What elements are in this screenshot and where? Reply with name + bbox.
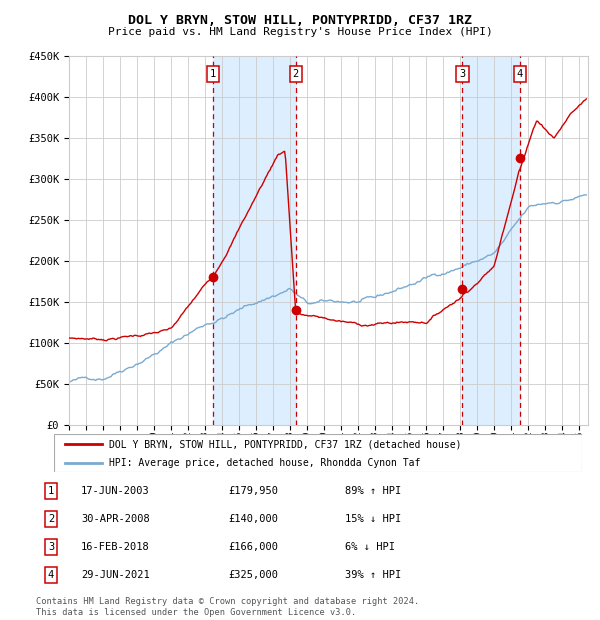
Text: 4: 4 — [517, 69, 523, 79]
Text: 3: 3 — [459, 69, 466, 79]
Text: 17-JUN-2003: 17-JUN-2003 — [81, 486, 150, 496]
Bar — [213, 56, 296, 425]
Text: 15% ↓ HPI: 15% ↓ HPI — [345, 514, 401, 524]
Text: Price paid vs. HM Land Registry's House Price Index (HPI): Price paid vs. HM Land Registry's House … — [107, 27, 493, 37]
Text: 4: 4 — [48, 570, 54, 580]
Text: DOL Y BRYN, STOW HILL, PONTYPRIDD, CF37 1RZ (detached house): DOL Y BRYN, STOW HILL, PONTYPRIDD, CF37 … — [109, 440, 462, 450]
Bar — [463, 56, 520, 425]
Text: 1: 1 — [48, 486, 54, 496]
Text: 6% ↓ HPI: 6% ↓ HPI — [345, 542, 395, 552]
Text: £140,000: £140,000 — [228, 514, 278, 524]
Text: HPI: Average price, detached house, Rhondda Cynon Taf: HPI: Average price, detached house, Rhon… — [109, 458, 421, 468]
Text: 29-JUN-2021: 29-JUN-2021 — [81, 570, 150, 580]
Text: 2: 2 — [48, 514, 54, 524]
Text: 30-APR-2008: 30-APR-2008 — [81, 514, 150, 524]
Text: DOL Y BRYN, STOW HILL, PONTYPRIDD, CF37 1RZ: DOL Y BRYN, STOW HILL, PONTYPRIDD, CF37 … — [128, 14, 472, 27]
Text: 16-FEB-2018: 16-FEB-2018 — [81, 542, 150, 552]
Text: £325,000: £325,000 — [228, 570, 278, 580]
FancyBboxPatch shape — [54, 434, 582, 472]
Text: 2: 2 — [293, 69, 299, 79]
Text: £179,950: £179,950 — [228, 486, 278, 496]
Text: £166,000: £166,000 — [228, 542, 278, 552]
Text: 3: 3 — [48, 542, 54, 552]
Text: 1: 1 — [210, 69, 216, 79]
Text: 89% ↑ HPI: 89% ↑ HPI — [345, 486, 401, 496]
Text: Contains HM Land Registry data © Crown copyright and database right 2024.
This d: Contains HM Land Registry data © Crown c… — [36, 598, 419, 617]
Text: 39% ↑ HPI: 39% ↑ HPI — [345, 570, 401, 580]
